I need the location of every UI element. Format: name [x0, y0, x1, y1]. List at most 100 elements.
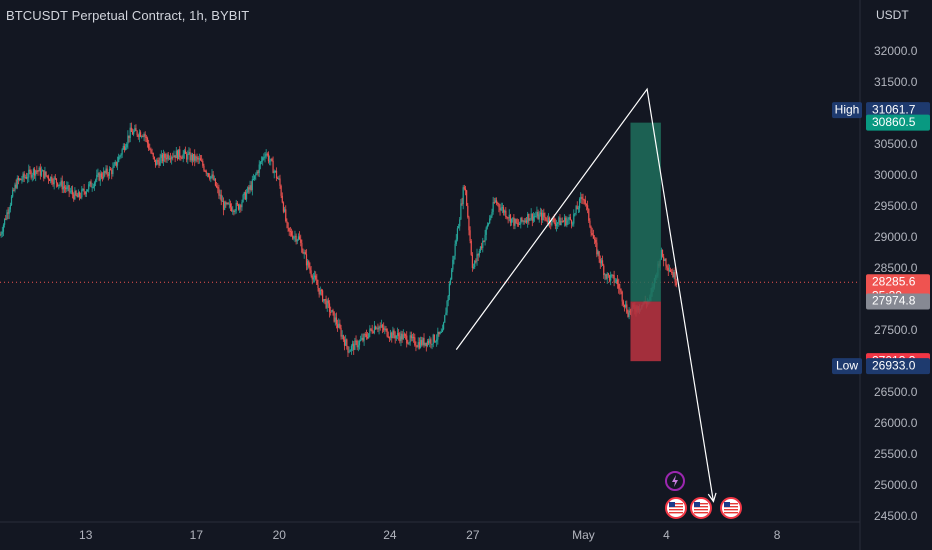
candle-body	[469, 230, 471, 241]
candle-body	[515, 219, 517, 224]
candle-body	[510, 218, 513, 223]
candle-body	[491, 211, 493, 216]
candle-body	[507, 217, 509, 219]
candle-body	[406, 335, 408, 344]
candle-body	[217, 187, 219, 189]
candle-body	[240, 205, 242, 208]
candle-body	[334, 317, 336, 322]
candle-body	[266, 153, 268, 155]
candle-body	[456, 228, 459, 240]
candle-body	[426, 340, 429, 347]
current-price-label: 28285.6	[872, 274, 916, 288]
candle-body	[295, 235, 297, 242]
candle-body	[183, 150, 185, 154]
candle-body	[572, 223, 574, 225]
candle-body	[205, 171, 207, 174]
candle-body	[358, 340, 361, 346]
x-tick-label: 20	[273, 528, 287, 542]
candle-body	[25, 177, 28, 179]
candle-body	[434, 341, 437, 343]
candle-body	[416, 346, 418, 348]
candle-body	[481, 246, 483, 248]
candle-body	[669, 269, 672, 272]
candle-body	[463, 187, 465, 189]
candle-body	[282, 202, 285, 212]
candle-body	[123, 145, 126, 150]
candle-body	[82, 188, 84, 190]
candle-body	[74, 190, 76, 200]
high-label: High	[835, 102, 860, 116]
candle-body	[69, 191, 71, 193]
candle-body	[206, 173, 208, 175]
candle-body	[264, 156, 266, 158]
candle-body	[521, 217, 523, 222]
candle-body	[422, 338, 424, 345]
candle-body	[561, 221, 563, 223]
us-flag-icon[interactable]	[665, 497, 687, 519]
candle-body	[120, 154, 122, 156]
candle-body	[216, 185, 218, 188]
candle-body	[371, 329, 373, 333]
profit-zone[interactable]	[630, 122, 661, 302]
candle-body	[605, 274, 607, 279]
candle-body	[610, 275, 612, 281]
loss-zone[interactable]	[630, 301, 661, 362]
candle-body	[395, 335, 397, 339]
candle-body	[42, 170, 44, 172]
candle-body	[187, 153, 189, 160]
candle-body	[176, 150, 179, 160]
candle-body	[401, 333, 403, 340]
candle-body	[612, 274, 614, 276]
candle-body	[455, 239, 457, 244]
x-tick-label: 27	[466, 528, 480, 542]
candle-body	[45, 171, 47, 176]
candle-body	[588, 208, 590, 221]
candle-body	[249, 185, 251, 190]
candle-body	[418, 342, 420, 348]
us-flag-icon[interactable]	[720, 497, 742, 519]
candle-body	[130, 127, 132, 132]
candle-body	[423, 338, 425, 346]
x-tick-label: 8	[774, 528, 781, 542]
candle-body	[332, 310, 334, 312]
candle-body	[502, 207, 505, 213]
candle-body	[50, 176, 52, 182]
candle-body	[259, 161, 261, 165]
candle-body	[189, 152, 191, 161]
candle-body	[569, 217, 571, 220]
candle-body	[601, 260, 604, 266]
candle-body	[668, 269, 671, 271]
candle-body	[619, 288, 621, 290]
candle-body	[90, 181, 92, 188]
candle-body	[36, 170, 38, 172]
candle-body	[508, 214, 510, 219]
y-tick-label: 30500.0	[874, 137, 918, 151]
us-flag-icon[interactable]	[690, 497, 712, 519]
candle-body	[4, 218, 6, 225]
candle-body	[529, 218, 531, 221]
flag-canton	[724, 502, 730, 507]
candle-body	[174, 155, 176, 158]
projection-line[interactable]	[455, 87, 714, 502]
candle-body	[440, 332, 442, 334]
candle-body	[417, 342, 419, 348]
candle-body	[285, 209, 287, 222]
candle-body	[218, 188, 220, 196]
candle-body	[542, 212, 544, 221]
candle-body	[513, 217, 515, 226]
x-tick-label: 17	[190, 528, 204, 542]
candle-body	[210, 176, 212, 179]
currency-label: USDT	[876, 8, 909, 22]
candle-body	[404, 334, 407, 336]
candle-body	[190, 154, 192, 161]
candle-body	[230, 207, 233, 212]
candle-body	[134, 128, 136, 132]
candle-body	[152, 153, 154, 157]
y-tick-label: 24500.0	[874, 509, 918, 523]
candle-body	[483, 241, 485, 243]
candle-body	[628, 310, 630, 317]
candle-body	[148, 143, 150, 149]
candle-body	[91, 186, 93, 188]
candle-body	[73, 194, 75, 200]
